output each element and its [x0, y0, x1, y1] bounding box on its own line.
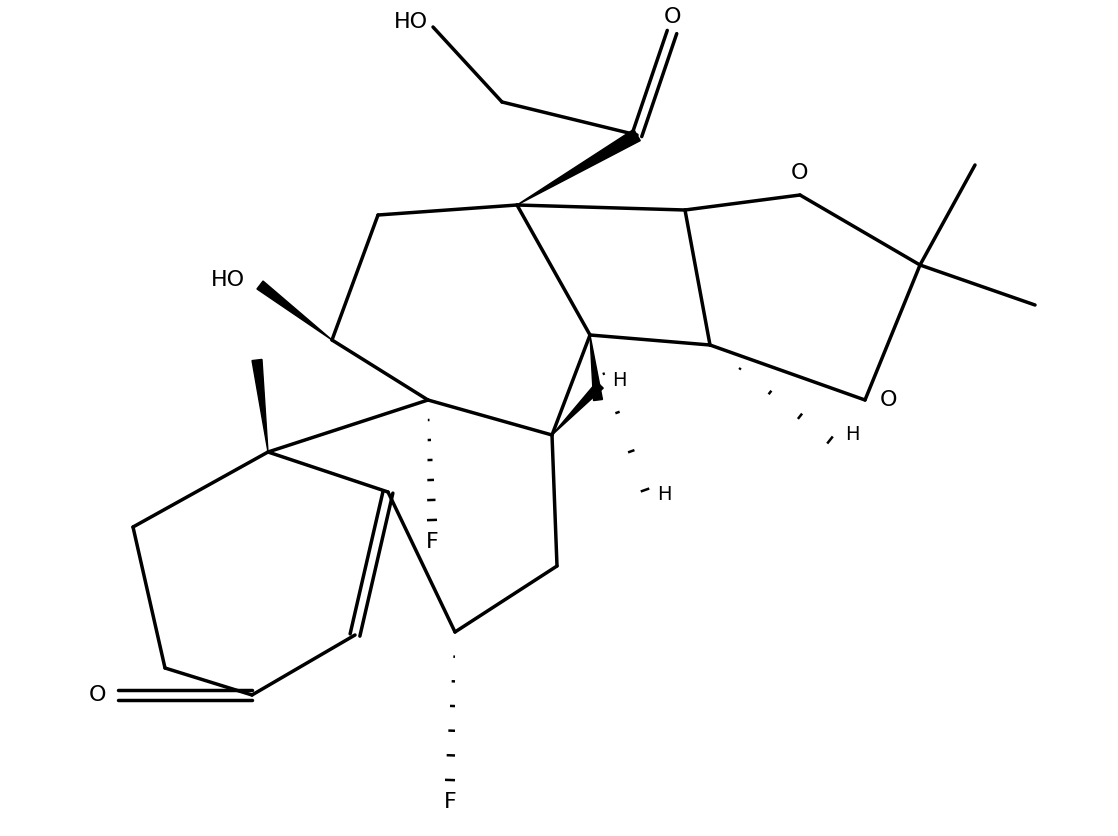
Polygon shape	[552, 382, 604, 435]
Polygon shape	[517, 130, 641, 205]
Text: O: O	[88, 685, 106, 705]
Text: HO: HO	[394, 12, 428, 32]
Text: O: O	[792, 163, 808, 183]
Text: H: H	[845, 426, 860, 445]
Text: F: F	[444, 792, 456, 812]
Polygon shape	[252, 359, 268, 452]
Text: H: H	[612, 370, 626, 390]
Text: F: F	[426, 532, 438, 552]
Text: O: O	[880, 390, 898, 410]
Polygon shape	[257, 281, 332, 340]
Polygon shape	[590, 335, 603, 400]
Text: O: O	[663, 7, 681, 27]
Text: H: H	[657, 486, 672, 504]
Text: HO: HO	[211, 270, 245, 290]
